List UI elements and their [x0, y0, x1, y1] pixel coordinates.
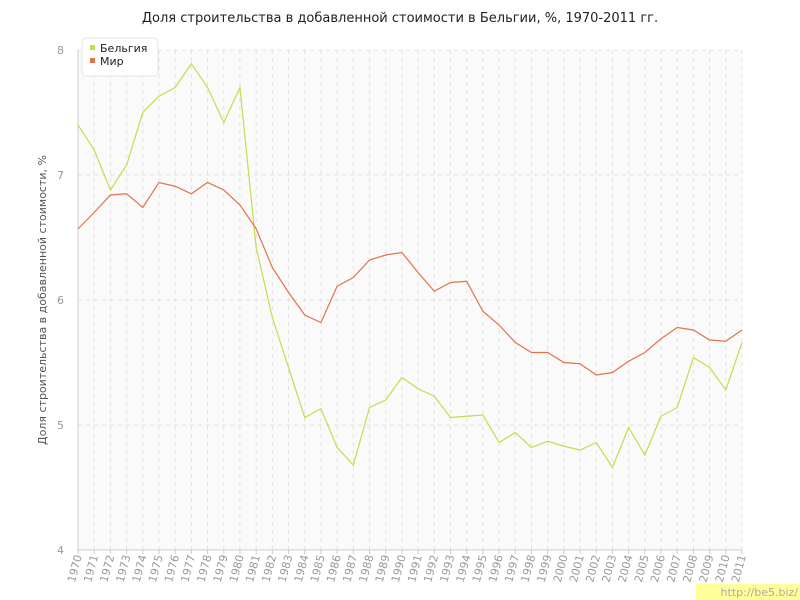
chart-title: Доля строительства в добавленной стоимос… — [142, 11, 658, 26]
y-tick-label: 7 — [57, 169, 64, 182]
legend-label: Бельгия — [100, 42, 147, 55]
legend-swatch — [90, 58, 95, 63]
y-tick-label: 8 — [57, 44, 64, 57]
series-line — [77, 62, 743, 469]
watermark: http://be5.biz/ — [721, 586, 799, 599]
watermark-bg — [696, 584, 800, 600]
legend-box — [81, 37, 159, 77]
series-line — [77, 181, 743, 376]
y-axis-label: Доля строительства в добавленной стоимос… — [36, 155, 49, 445]
y-tick-label: 4 — [57, 544, 64, 557]
y-tick-label: 5 — [57, 419, 64, 432]
y-tick-label: 6 — [57, 294, 64, 307]
legend-label: Мир — [100, 55, 124, 68]
legend-swatch — [90, 45, 95, 50]
